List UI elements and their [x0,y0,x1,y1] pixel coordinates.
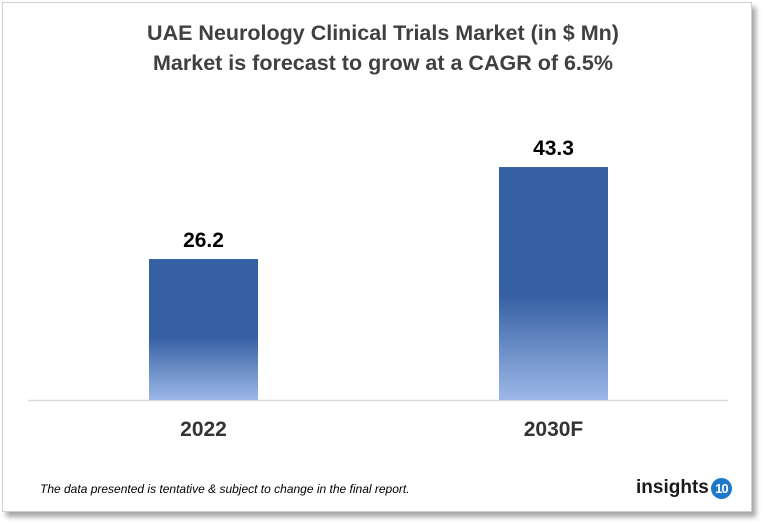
logo-text: insights [636,477,709,498]
chart-card [2,2,752,512]
bar-2030F [499,167,608,400]
data-label: 26.2 [183,229,224,252]
data-label: 43.3 [533,137,574,160]
logo-badge: 10 [710,477,732,499]
bar-2022 [149,259,258,400]
x-tick-label: 2022 [180,418,227,441]
insights10-logo: insights 10 [636,477,732,499]
x-tick-label: 2030F [524,418,584,441]
footnote: The data presented is tentative & subjec… [40,482,410,496]
chart-subtitle: Market is forecast to grow at a CAGR of … [153,51,613,75]
chart-title: UAE Neurology Clinical Trials Market (in… [147,21,619,45]
